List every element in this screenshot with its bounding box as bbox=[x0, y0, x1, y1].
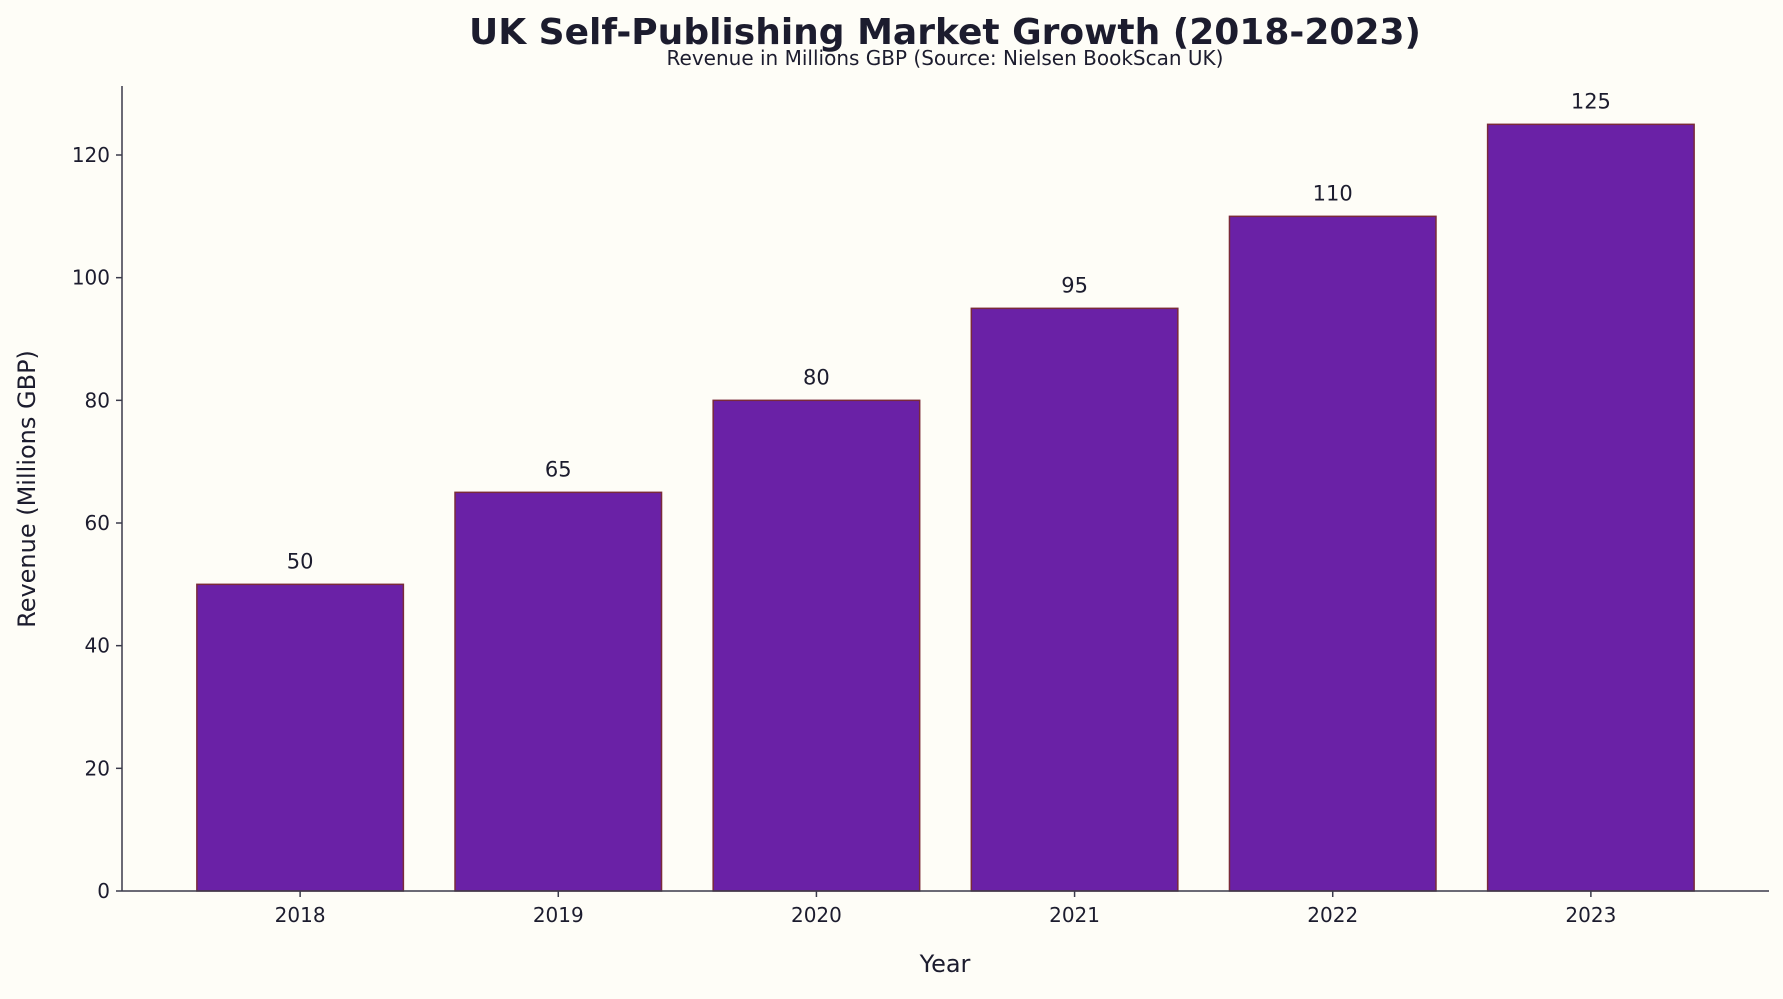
x-tick-label: 2023 bbox=[1565, 903, 1616, 927]
bar-2019 bbox=[454, 491, 663, 892]
y-tick-label: 60 bbox=[85, 511, 110, 535]
y-tick-label: 120 bbox=[72, 143, 110, 167]
data-label-2022: 110 bbox=[1313, 181, 1353, 205]
data-label-2018: 50 bbox=[287, 549, 314, 573]
bar-2022 bbox=[1228, 215, 1437, 892]
chart-title: UK Self-Publishing Market Growth (2018-2… bbox=[469, 12, 1421, 53]
x-tick-label: 2018 bbox=[275, 903, 326, 927]
bar-2021 bbox=[970, 307, 1179, 892]
x-tick-label: 2019 bbox=[533, 903, 584, 927]
y-axis-label: Revenue (Millions GBP) bbox=[13, 350, 41, 628]
y-tick-label: 40 bbox=[85, 634, 110, 658]
bar-2023 bbox=[1486, 123, 1695, 892]
data-label-2023: 125 bbox=[1571, 89, 1611, 113]
x-tick-label: 2021 bbox=[1049, 903, 1100, 927]
data-label-2019: 65 bbox=[545, 457, 572, 481]
y-tick-label: 80 bbox=[85, 388, 110, 412]
bar-2020 bbox=[712, 399, 921, 892]
x-tick-label: 2022 bbox=[1307, 903, 1358, 927]
chart-subtitle: Revenue in Millions GBP (Source: Nielsen… bbox=[667, 46, 1224, 70]
bar-2018 bbox=[196, 583, 405, 892]
data-label-2020: 80 bbox=[803, 365, 830, 389]
y-tick-label: 100 bbox=[72, 266, 110, 290]
y-tick-label: 20 bbox=[85, 756, 110, 780]
data-label-2021: 95 bbox=[1061, 273, 1088, 297]
y-tick-label: 0 bbox=[97, 879, 110, 903]
x-tick-label: 2020 bbox=[791, 903, 842, 927]
x-axis-label: Year bbox=[919, 950, 971, 978]
